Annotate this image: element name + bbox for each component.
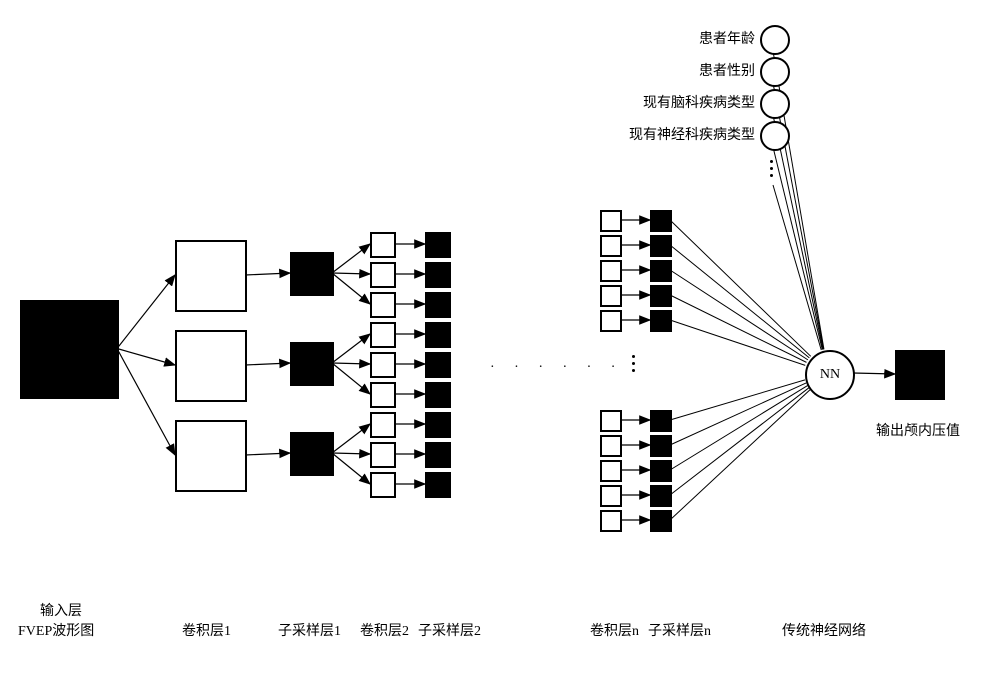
lbl-sub1: 子采样层1 [278,620,341,640]
sub1-box-1 [290,342,334,386]
conv2-box-2 [370,292,396,318]
conv2-box-5 [370,382,396,408]
feat-circle-2 [760,89,790,119]
subn-top-4 [650,310,672,332]
subn-bot-4 [650,510,672,532]
sub2-box-3 [425,322,451,348]
sub2-box-7 [425,442,451,468]
subn-bot-3 [650,485,672,507]
lbl-output: 输出颅内压值 [876,420,960,440]
input-box [20,300,119,399]
convn-top-3 [600,285,622,307]
feat-age: 患者年龄 [699,28,755,48]
sub2-box-6 [425,412,451,438]
lbl-convn: 卷积层n [590,620,639,640]
convn-bot-4 [600,510,622,532]
convn-bot-3 [600,485,622,507]
arrow-layer [0,0,1000,688]
v-ellipsis-subn [632,355,635,372]
conv1-box-0 [175,240,247,312]
sub2-box-4 [425,352,451,378]
output-box [895,350,945,400]
feat-sex: 患者性别 [699,60,755,80]
conv2-box-4 [370,352,396,378]
lbl-input2: FVEP波形图 [18,620,94,640]
conv2-box-3 [370,322,396,348]
feat-brain: 现有脑科疾病类型 [643,92,755,112]
conv1-box-1 [175,330,247,402]
h-ellipsis: · · · · · · [490,360,623,376]
convn-top-1 [600,235,622,257]
subn-bot-1 [650,435,672,457]
feat-circle-0 [760,25,790,55]
conv2-box-8 [370,472,396,498]
lbl-input1: 输入层 [40,600,82,620]
sub2-box-2 [425,292,451,318]
convn-bot-0 [600,410,622,432]
convn-bot-1 [600,435,622,457]
convn-top-4 [600,310,622,332]
subn-top-2 [650,260,672,282]
feat-neuro: 现有神经科疾病类型 [629,124,755,144]
sub2-box-8 [425,472,451,498]
sub1-box-0 [290,252,334,296]
v-ellipsis-feat [770,160,773,177]
subn-bot-0 [650,410,672,432]
sub2-box-1 [425,262,451,288]
subn-bot-2 [650,460,672,482]
feat-circle-3 [760,121,790,151]
conv2-box-7 [370,442,396,468]
subn-top-1 [650,235,672,257]
sub2-box-5 [425,382,451,408]
subn-top-3 [650,285,672,307]
sub1-box-2 [290,432,334,476]
lbl-sub2: 子采样层2 [418,620,481,640]
sub2-box-0 [425,232,451,258]
feat-circle-1 [760,57,790,87]
convn-top-2 [600,260,622,282]
subn-top-0 [650,210,672,232]
nn-circle: NN [805,350,855,400]
lbl-conv1: 卷积层1 [182,620,231,640]
lbl-subn: 子采样层n [648,620,711,640]
cnn-architecture-diagram: 患者年龄 患者性别 现有脑科疾病类型 现有神经科疾病类型 输入层 FVEP波形图… [0,0,1000,688]
conv2-box-1 [370,262,396,288]
conv2-box-0 [370,232,396,258]
lbl-conv2: 卷积层2 [360,620,409,640]
convn-top-0 [600,210,622,232]
convn-bot-2 [600,460,622,482]
lbl-nn: 传统神经网络 [782,620,866,640]
conv1-box-2 [175,420,247,492]
conv2-box-6 [370,412,396,438]
